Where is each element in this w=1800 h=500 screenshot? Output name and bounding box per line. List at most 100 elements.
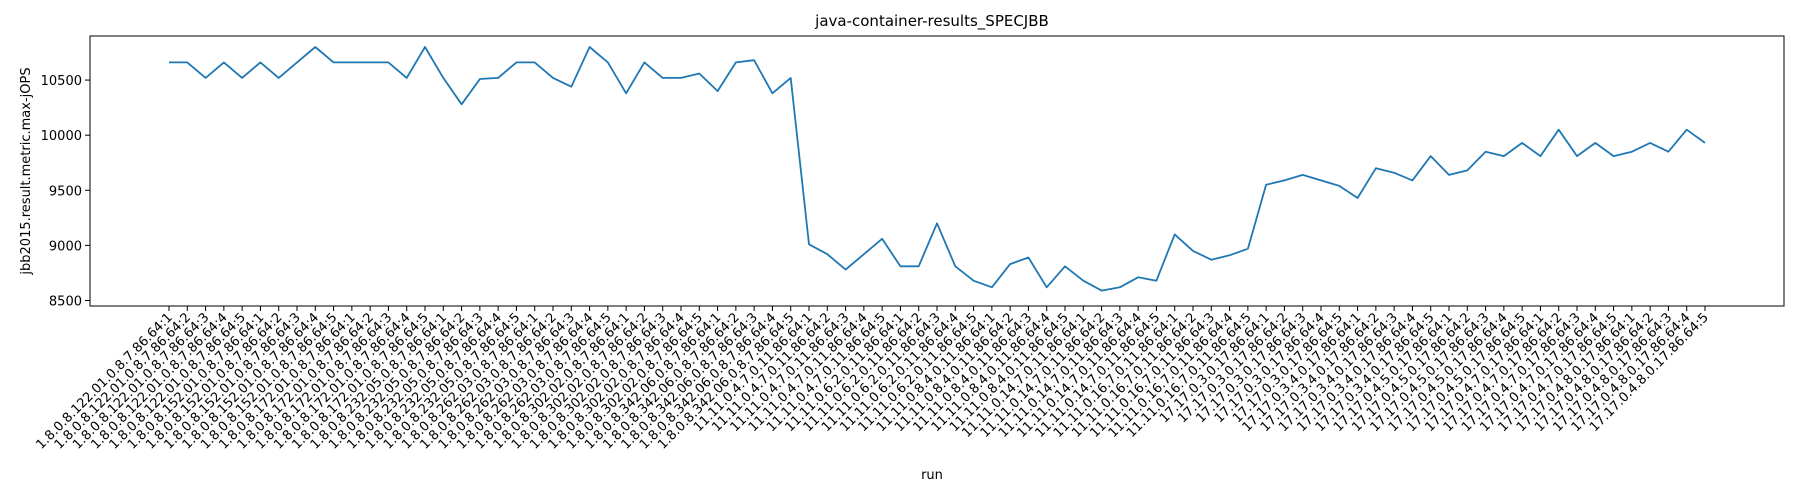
y-axis-label: jbb2015.result.metric.max-jOPS — [19, 67, 34, 275]
y-tick-label: 9500 — [49, 184, 82, 199]
data-point — [278, 77, 280, 79]
data-point — [515, 61, 517, 63]
data-point — [1503, 155, 1505, 157]
data-point — [1448, 174, 1450, 176]
plot-area-frame — [89, 35, 1785, 307]
data-point — [1539, 155, 1541, 157]
data-point — [479, 78, 481, 80]
data-point — [461, 103, 463, 105]
series-layer — [168, 46, 1706, 292]
data-point — [1411, 179, 1413, 181]
data-point — [1430, 155, 1432, 157]
data-point — [753, 59, 755, 61]
data-point — [918, 265, 920, 267]
data-point — [1247, 248, 1249, 250]
data-point — [899, 265, 901, 267]
data-point — [387, 61, 389, 63]
chart-title: java-container-results_SPECJBB — [814, 12, 1049, 31]
data-point — [1046, 286, 1048, 288]
data-point — [1265, 184, 1267, 186]
y-axis: 8500 9000 9500 10000 10500 — [41, 74, 90, 309]
data-point — [1375, 167, 1377, 169]
data-point — [1631, 151, 1633, 153]
data-point — [845, 269, 847, 271]
x-axis: 1.8.0.8.122.01.0.8.7.86.64:11.8.0.8.122.… — [33, 306, 1712, 453]
data-point — [826, 253, 828, 255]
data-point — [497, 77, 499, 79]
y-tick-label: 10000 — [41, 129, 82, 144]
data-point — [534, 61, 536, 63]
data-point — [1320, 179, 1322, 181]
data-point — [424, 46, 426, 48]
data-point — [1283, 179, 1285, 181]
data-point — [1485, 151, 1487, 153]
data-point — [351, 61, 353, 63]
data-point — [1558, 129, 1560, 131]
data-point — [1704, 142, 1706, 144]
y-tick-label: 8500 — [49, 294, 82, 309]
x-axis-label: run — [921, 468, 943, 483]
data-point — [552, 77, 554, 79]
data-point — [863, 253, 865, 255]
data-point — [1686, 129, 1688, 131]
data-point — [406, 77, 408, 79]
data-point — [333, 61, 335, 63]
data-point — [1119, 286, 1121, 288]
data-point — [168, 61, 170, 63]
data-point — [1137, 276, 1139, 278]
series-line — [169, 46, 1706, 292]
data-point — [1229, 254, 1231, 256]
data-point — [1192, 250, 1194, 252]
data-point — [314, 46, 316, 48]
data-point — [1466, 169, 1468, 171]
data-point — [1064, 265, 1066, 267]
data-point — [1594, 142, 1596, 144]
data-point — [1393, 172, 1395, 174]
data-point — [954, 265, 956, 267]
data-point — [680, 77, 682, 79]
data-point — [973, 280, 975, 282]
data-point — [369, 61, 371, 63]
data-point — [1357, 197, 1359, 199]
y-tick-label: 10500 — [41, 74, 82, 89]
data-point — [1027, 257, 1029, 259]
data-point — [241, 77, 243, 79]
data-point — [1210, 259, 1212, 261]
data-point — [936, 222, 938, 224]
data-point — [1155, 280, 1157, 282]
data-point — [1667, 151, 1669, 153]
data-point — [625, 92, 627, 94]
data-point — [1082, 280, 1084, 282]
data-point — [442, 77, 444, 79]
data-point — [570, 86, 572, 88]
data-point — [643, 61, 645, 63]
data-point — [1576, 155, 1578, 157]
data-point — [1174, 233, 1176, 235]
y-tick-label: 9000 — [49, 239, 82, 254]
data-point — [1613, 155, 1615, 157]
data-point — [1338, 185, 1340, 187]
data-point — [1521, 142, 1523, 144]
data-point — [1649, 142, 1651, 144]
data-point — [296, 61, 298, 63]
data-point — [1302, 174, 1304, 176]
data-point — [808, 243, 810, 245]
data-point — [735, 61, 737, 63]
data-point — [991, 286, 993, 288]
data-point — [1101, 290, 1103, 292]
data-point — [223, 61, 225, 63]
data-point — [259, 61, 261, 63]
data-point — [662, 77, 664, 79]
data-point — [1009, 263, 1011, 265]
data-point — [790, 77, 792, 79]
data-point — [698, 72, 700, 74]
data-point — [717, 90, 719, 92]
data-point — [881, 238, 883, 240]
data-point — [607, 61, 609, 63]
data-point — [186, 61, 188, 63]
data-point — [589, 46, 591, 48]
data-point — [771, 92, 773, 94]
data-point — [205, 77, 207, 79]
